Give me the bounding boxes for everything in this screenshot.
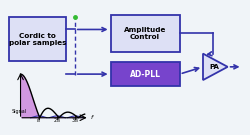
FancyBboxPatch shape <box>10 17 66 61</box>
Text: $2f_S$: $2f_S$ <box>53 116 62 125</box>
FancyBboxPatch shape <box>110 15 180 52</box>
Polygon shape <box>203 54 228 80</box>
Text: Signal: Signal <box>12 109 27 114</box>
Text: PA: PA <box>209 64 219 70</box>
Text: f: f <box>91 115 93 120</box>
Text: Cordic to
polar samples: Cordic to polar samples <box>9 33 66 46</box>
Text: $f_S$: $f_S$ <box>36 116 42 125</box>
Text: $3f_S$: $3f_S$ <box>71 116 80 125</box>
Text: Amplitude
Control: Amplitude Control <box>124 27 166 40</box>
Text: AD-PLL: AD-PLL <box>130 70 160 79</box>
FancyBboxPatch shape <box>110 62 180 86</box>
